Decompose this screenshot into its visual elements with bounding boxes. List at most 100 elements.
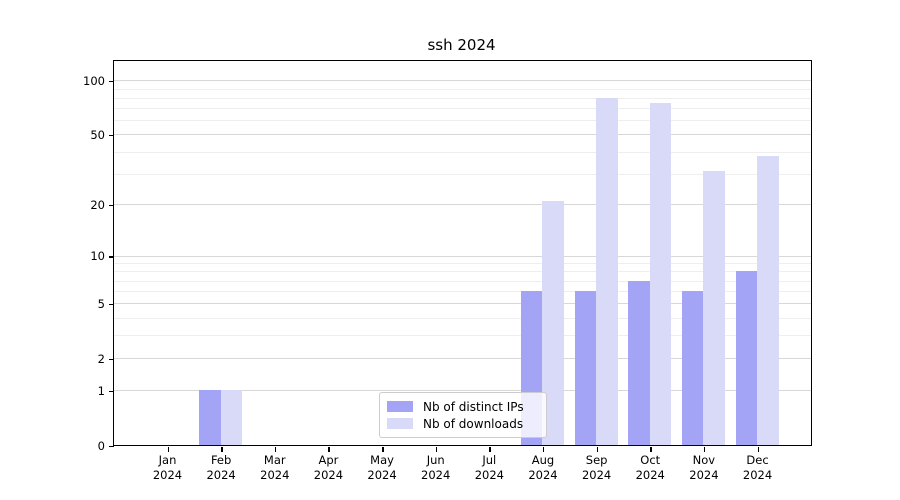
x-tick-month: May (370, 453, 394, 467)
y-tick-mark (109, 134, 114, 137)
bar-downloads-aug (542, 200, 564, 445)
bar-downloads-dec (757, 155, 779, 445)
minor-gridline (114, 271, 811, 273)
x-tick-label: Oct 2024 (620, 453, 680, 483)
minor-gridline (114, 173, 811, 175)
bar-distinct-ips-sep (574, 291, 597, 445)
minor-gridline (114, 88, 811, 90)
y-tick-mark (109, 445, 114, 447)
y-tick-mark (109, 358, 114, 361)
x-tick-year: 2024 (742, 468, 773, 482)
major-gridline (114, 80, 811, 82)
bar-downloads-feb (220, 390, 243, 445)
x-tick-label: Aug 2024 (513, 453, 573, 483)
x-tick-label: Jun 2024 (406, 453, 466, 483)
plot-area: Nb of distinct IPs Nb of downloads (113, 60, 812, 446)
x-tick-mark (489, 447, 491, 452)
x-tick-month: Jun (426, 453, 445, 467)
minor-gridline (114, 151, 811, 153)
legend-item: Nb of distinct IPs (387, 398, 539, 415)
major-gridline (114, 303, 811, 305)
x-tick-label: Feb 2024 (191, 453, 251, 483)
minor-gridline (114, 335, 811, 337)
x-tick-mark (328, 447, 330, 452)
y-tick-label: 10 (90, 249, 105, 264)
x-tick-month: Apr (318, 453, 339, 467)
legend-item: Nb of downloads (387, 415, 539, 432)
major-gridline (114, 358, 811, 360)
x-tick-mark (221, 447, 223, 452)
legend-label: Nb of distinct IPs (423, 399, 524, 414)
x-tick-month: Sep (585, 453, 608, 467)
chart-title: ssh 2024 (427, 36, 496, 54)
x-tick-label: May 2024 (352, 453, 412, 483)
x-tick-year: 2024 (528, 468, 558, 482)
minor-gridline (114, 280, 811, 282)
x-tick-year: 2024 (152, 468, 183, 482)
bar-distinct-ips-dec (735, 271, 758, 445)
x-tick-mark (167, 447, 169, 452)
minor-gridline (114, 120, 811, 122)
y-tick-mark (109, 303, 114, 306)
x-tick-year: 2024 (206, 468, 236, 482)
bar-distinct-ips-nov (681, 291, 704, 445)
bar-downloads-sep (596, 97, 618, 445)
legend-swatch (387, 401, 413, 412)
y-tick-mark (109, 204, 114, 207)
x-tick-mark (435, 447, 438, 452)
x-tick-mark (274, 447, 277, 452)
y-tick-label: 5 (97, 296, 105, 311)
x-tick-label: Dec 2024 (728, 453, 788, 483)
minor-gridline (114, 97, 811, 99)
minor-gridline (114, 317, 811, 319)
x-tick-month: Mar (263, 453, 286, 467)
bar-distinct-ips-feb (199, 390, 221, 445)
x-tick-mark (542, 447, 545, 452)
bar-downloads-oct (649, 102, 672, 445)
y-tick-mark (109, 256, 114, 258)
x-tick-mark (650, 447, 652, 452)
x-tick-month: Jul (482, 453, 497, 467)
major-gridline (114, 255, 811, 257)
x-tick-month: Oct (640, 453, 661, 467)
x-tick-month: Feb (210, 453, 232, 467)
x-tick-mark (703, 447, 706, 452)
minor-gridline (114, 108, 811, 110)
y-tick-label: 50 (90, 127, 105, 142)
x-tick-label: Nov 2024 (674, 453, 734, 483)
x-tick-mark (757, 447, 760, 452)
legend-swatch (387, 418, 413, 429)
major-gridline (114, 134, 811, 136)
x-tick-year: 2024 (474, 468, 504, 482)
x-tick-year: 2024 (313, 468, 344, 482)
x-tick-month: Aug (531, 453, 555, 467)
x-tick-year: 2024 (421, 468, 451, 482)
x-tick-year: 2024 (689, 468, 719, 482)
y-tick-label: 20 (90, 197, 105, 212)
x-tick-label: Jul 2024 (459, 453, 519, 483)
legend-label: Nb of downloads (423, 416, 524, 431)
major-gridline (114, 390, 811, 392)
y-tick-label: 0 (97, 438, 105, 453)
x-tick-year: 2024 (635, 468, 665, 482)
y-tick-mark (109, 390, 114, 393)
x-tick-mark (382, 447, 384, 452)
x-tick-label: Mar 2024 (245, 453, 305, 483)
minor-gridline (114, 263, 811, 265)
y-tick-label: 1 (97, 383, 105, 398)
x-tick-year: 2024 (367, 468, 397, 482)
x-tick-year: 2024 (260, 468, 290, 482)
y-tick-label: 100 (83, 73, 105, 88)
x-tick-year: 2024 (581, 468, 612, 482)
x-tick-label: Apr 2024 (298, 453, 358, 483)
y-tick-mark (109, 80, 114, 83)
x-tick-mark (596, 447, 599, 452)
x-tick-label: Sep 2024 (567, 453, 627, 483)
legend: Nb of distinct IPs Nb of downloads (379, 392, 547, 438)
y-tick-label: 2 (97, 351, 105, 366)
bar-downloads-nov (703, 171, 725, 445)
major-gridline (114, 204, 811, 206)
x-tick-month: Dec (746, 453, 769, 467)
x-tick-month: Jan (158, 453, 177, 467)
